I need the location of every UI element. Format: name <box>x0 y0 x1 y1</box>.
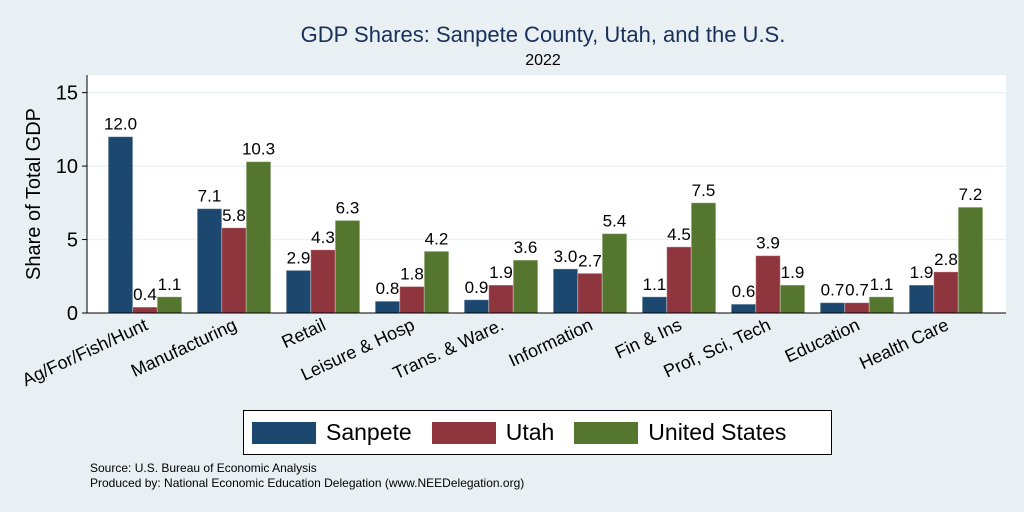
bar <box>933 271 959 314</box>
data-label: 2.9 <box>287 248 311 267</box>
bar <box>641 296 668 314</box>
x-tick-label: Fin & Ins <box>612 314 685 362</box>
legend-swatch <box>431 421 496 444</box>
bar <box>488 284 514 314</box>
data-label: 5.8 <box>222 206 246 225</box>
y-tick-label: 10 <box>56 156 78 178</box>
data-label: 1.1 <box>158 275 182 294</box>
chart-title: GDP Shares: Sanpete County, Utah, and th… <box>300 22 786 47</box>
data-label: 6.3 <box>336 198 360 217</box>
bar <box>399 286 425 314</box>
data-label: 2.7 <box>578 251 602 270</box>
bar <box>512 259 539 314</box>
data-label: 3.6 <box>514 238 538 257</box>
bar <box>868 296 895 314</box>
data-label: 7.5 <box>692 181 716 200</box>
data-label: 1.1 <box>643 275 667 294</box>
data-label: 10.3 <box>242 140 275 159</box>
data-label: 1.9 <box>781 263 805 282</box>
chart-subtitle: 2022 <box>525 52 561 69</box>
bar <box>334 219 361 314</box>
bar <box>730 303 757 314</box>
data-label: 0.7 <box>821 281 845 300</box>
legend-label: Utah <box>505 419 555 445</box>
bar <box>666 246 692 314</box>
x-tick-label: Education <box>782 314 863 366</box>
bar <box>310 249 336 314</box>
data-label: 1.1 <box>870 275 894 294</box>
bar <box>423 250 450 314</box>
legend-item-sanpete: Sanpete <box>252 419 412 446</box>
data-label: 0.6 <box>732 282 756 301</box>
data-label: 3.0 <box>554 247 578 266</box>
data-label: 4.5 <box>667 225 691 244</box>
bar <box>196 208 223 314</box>
legend-item-utah: Utah <box>431 419 555 446</box>
bar <box>690 202 717 314</box>
data-label: 7.2 <box>959 185 983 204</box>
y-tick-label: 5 <box>67 230 78 252</box>
bar <box>844 302 870 314</box>
bar <box>755 255 781 314</box>
bar <box>374 300 401 314</box>
data-label: 12.0 <box>104 115 137 134</box>
legend: Sanpete Utah United States <box>243 410 832 455</box>
data-label: 1.8 <box>400 265 424 284</box>
bar <box>221 227 247 314</box>
bar <box>819 302 846 314</box>
bar <box>132 306 158 314</box>
x-tick-label: Health Care <box>856 314 952 373</box>
x-tick-label: Ag/For/Fish/Hunt <box>19 314 151 390</box>
x-tick-label: Information <box>506 314 596 370</box>
x-tick-label: Retail <box>279 314 329 352</box>
data-label: 0.7 <box>845 281 869 300</box>
bar <box>552 268 579 314</box>
bar <box>156 296 183 314</box>
bar <box>908 284 935 314</box>
data-label: 4.3 <box>311 228 335 247</box>
data-label: 2.8 <box>934 250 958 269</box>
bar <box>285 269 312 314</box>
produced-by-note: Produced by: National Economic Education… <box>90 476 525 490</box>
data-label: 1.9 <box>910 263 934 282</box>
bar <box>779 284 806 314</box>
data-label: 0.9 <box>465 278 489 297</box>
bar <box>577 272 603 314</box>
data-label: 7.1 <box>198 187 222 206</box>
data-label: 0.8 <box>376 279 400 298</box>
legend-item-us: United States <box>574 419 786 446</box>
source-note: Source: U.S. Bureau of Economic Analysis <box>90 461 317 475</box>
legend-label: Sanpete <box>326 419 412 445</box>
y-tick-label: 0 <box>67 303 78 325</box>
legend-swatch <box>574 421 639 444</box>
data-label: 3.9 <box>756 234 780 253</box>
y-axis-title: Share of Total GDP <box>23 108 45 280</box>
bar <box>957 206 984 314</box>
bar <box>601 233 628 314</box>
data-label: 5.4 <box>603 212 627 231</box>
legend-label: United States <box>648 419 787 445</box>
y-tick-label: 15 <box>56 83 78 105</box>
legend-swatch <box>252 421 316 444</box>
data-label: 4.2 <box>425 229 449 248</box>
bar <box>463 299 490 314</box>
bar <box>245 161 272 314</box>
data-label: 1.9 <box>489 263 513 282</box>
data-label: 0.4 <box>133 285 157 304</box>
bar <box>107 136 134 314</box>
